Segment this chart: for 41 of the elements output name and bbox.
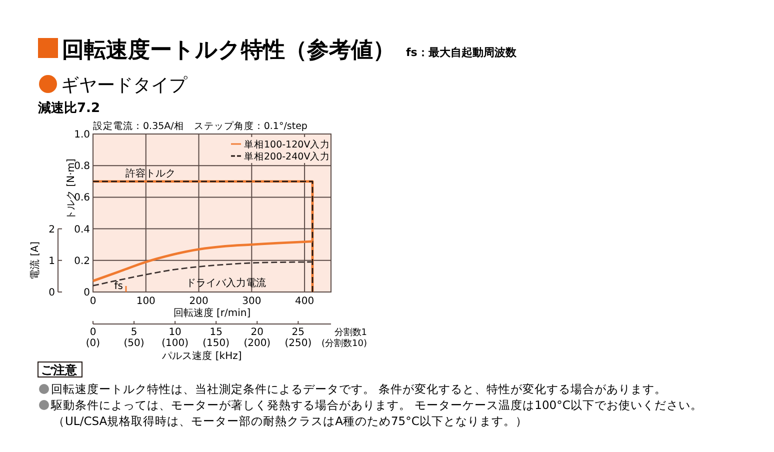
text: (0) <box>86 338 100 349</box>
x-axis-title: 回転速度 [r/min] <box>173 307 251 319</box>
text: ご注意 <box>41 363 78 377</box>
y2-tick-label: 2 <box>48 224 55 236</box>
y-tick-label: 1.0 <box>74 130 90 140</box>
text: (50) <box>124 338 144 349</box>
text: 回転速度ートルク特性は、当社測定条件によるデータです。 条件が変化すると、特性が変化する場合があります。 <box>51 382 667 396</box>
text: ギヤードタイプ <box>61 75 188 96</box>
text: (150) <box>202 338 230 349</box>
x2-tick-label: 25 <box>292 327 305 338</box>
text: (100) <box>162 338 189 349</box>
y2-tick-label: 0 <box>48 288 55 298</box>
legend-label: 単相200-240V入力 <box>244 150 330 162</box>
x2-tick-label: 5 <box>130 327 138 338</box>
y-tick-label: 0.2 <box>74 256 90 267</box>
text: (200) <box>244 338 271 349</box>
text: 駆動条件によっては、モーターが著しく発熱する場合があります。 モーターケース温度は100°C以下でお使いください。 <box>50 398 702 412</box>
chart-title: 回転速度ートルク特性（参考値） <box>62 37 395 63</box>
y-tick-label: 0 <box>84 288 90 298</box>
x-tick-label: 200 <box>189 296 208 307</box>
text: 設定電流：0.35A/相 ステップ角度：0.1°/step <box>93 120 308 132</box>
x-tick-label: 100 <box>136 296 156 307</box>
y-tick-label: 0.6 <box>74 192 90 204</box>
y-tick-label: 0.4 <box>74 224 90 236</box>
text: fs：最大自起動周波数 <box>406 46 518 59</box>
y-tick-label: 0.8 <box>74 161 90 172</box>
x-tick-label: 400 <box>295 296 314 307</box>
x2-tick-label: 10 <box>168 327 182 338</box>
text: 分割数1 (分割数10) <box>322 327 367 349</box>
legend-label: 単相100-120V入力 <box>244 138 330 150</box>
text: 減速比7.2 <box>37 101 100 116</box>
y2-tick-label: 1 <box>48 256 55 267</box>
text: (250) <box>284 338 312 349</box>
x2-tick-label: 15 <box>210 327 222 338</box>
y2-axis-title: 電流 [A] <box>29 241 41 280</box>
text: （UL/CSA規格取得時は、モーター部の耐熱クラスはA種のため75°C以下となります。） <box>53 414 528 428</box>
annotation: 許容トルク <box>125 167 176 180</box>
x-tick-label: 300 <box>242 296 262 307</box>
x2-axis-title: パルス速度 [kHz] <box>161 350 242 362</box>
annotation: fs <box>114 281 123 292</box>
x2-tick-label: 20 <box>250 327 264 338</box>
